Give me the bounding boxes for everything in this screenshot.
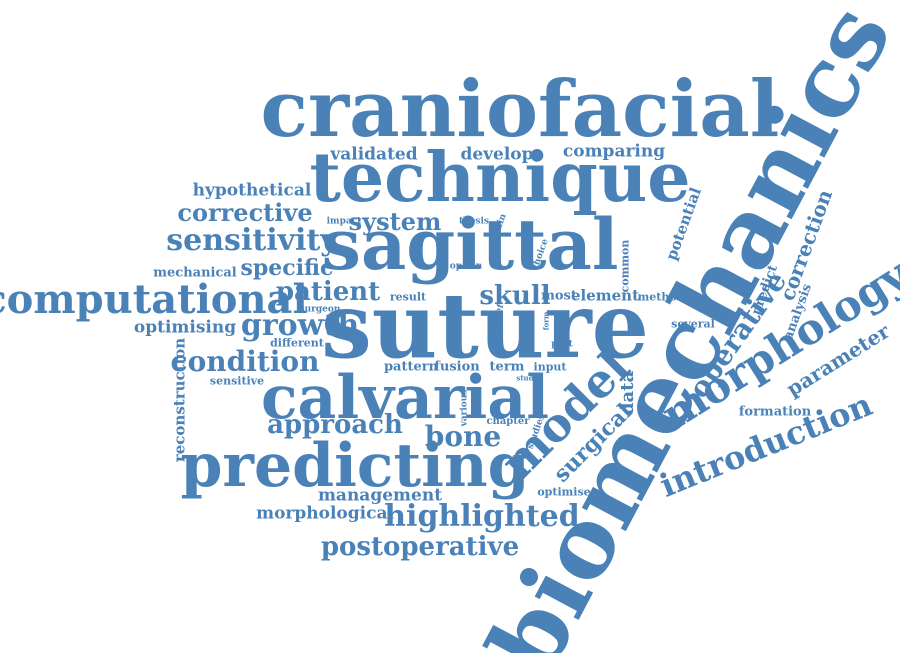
word-skull: skull — [479, 281, 551, 311]
word-form: form — [541, 311, 551, 331]
word-optimising: optimising — [133, 317, 237, 338]
word-suture: suture — [321, 273, 649, 379]
word-develop: develop — [460, 144, 534, 165]
word-highlighted: highlighted — [384, 499, 580, 534]
word-calvarial: calvarial — [260, 363, 550, 433]
word-sensitivity: sensitivity — [166, 223, 338, 258]
word-patient: patient — [275, 277, 381, 307]
word-input: input — [533, 360, 567, 374]
word-fusion: fusion — [434, 359, 480, 375]
word-chapter: chapter — [486, 416, 530, 427]
word-predicting: predicting — [180, 431, 530, 501]
word-craniofacial: craniofacial — [260, 64, 780, 155]
word-impact: impact — [326, 216, 362, 227]
word-pattern: pattern — [383, 359, 439, 375]
word-computational: computational — [0, 276, 308, 323]
word-system: system — [348, 207, 442, 236]
word-growth: growth — [240, 308, 360, 343]
word-reconstruction: reconstruction — [170, 337, 189, 463]
word-condition: condition — [170, 345, 320, 378]
word-method: method — [637, 290, 685, 304]
word-test: test — [526, 310, 536, 326]
word-validated: validated — [330, 144, 418, 165]
word-term: term — [489, 359, 525, 375]
word-several: several — [671, 317, 715, 331]
word-management: management — [317, 485, 443, 506]
word-formation: formation — [738, 404, 812, 420]
word-sensitive: sensitive — [209, 374, 265, 388]
word-study: study — [516, 373, 538, 383]
word-bone: bone — [424, 420, 502, 453]
word-mechanical: mechanical — [153, 265, 237, 281]
word-specific: specific — [240, 255, 334, 281]
word-sagittal: sagittal — [321, 203, 619, 286]
word-thesis: thesis — [459, 216, 489, 227]
word-corrective: corrective — [177, 198, 313, 227]
word-data: data — [617, 370, 638, 416]
word-optimise: optimise — [537, 485, 591, 499]
word-comparing: comparing — [562, 141, 666, 162]
word-result: result — [389, 290, 427, 304]
word-different: different — [270, 336, 324, 350]
word-approach: approach — [267, 410, 403, 440]
word-surgeon: surgeon — [299, 304, 341, 315]
word-option: option — [449, 261, 483, 272]
word-various: various — [459, 389, 470, 427]
word-post: post — [551, 339, 573, 350]
word-element: element — [570, 286, 640, 305]
word-hypothetical: hypothetical — [192, 180, 312, 201]
word-common: common — [618, 239, 632, 293]
word-postoperative: postoperative — [320, 532, 520, 562]
word-morphological: morphological — [256, 503, 394, 524]
word-most: most — [541, 288, 577, 304]
word-technique: technique — [309, 138, 691, 218]
